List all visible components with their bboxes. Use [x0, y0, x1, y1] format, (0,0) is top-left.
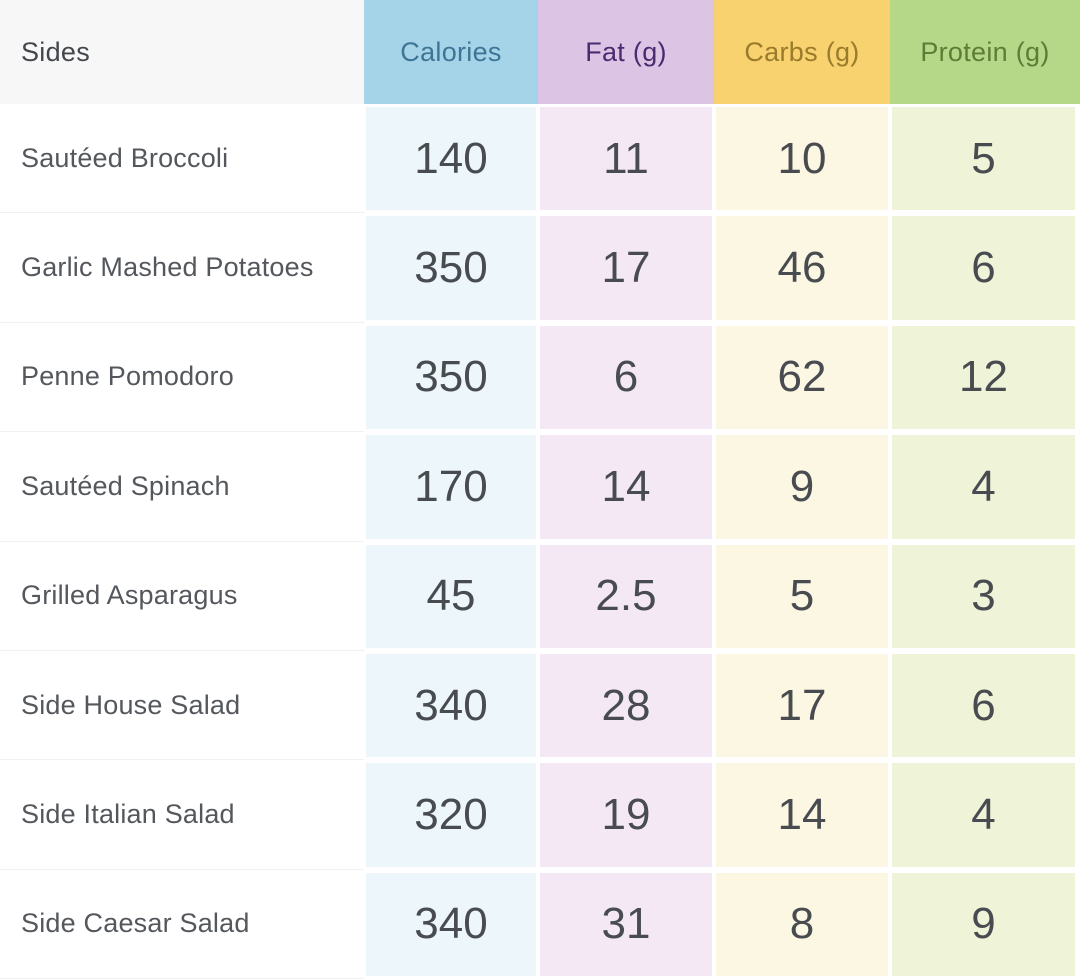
cell-protein: 5 [890, 104, 1080, 214]
column-header-protein: Protein (g) [890, 0, 1080, 104]
cell-fat: 14 [538, 432, 714, 542]
cell-protein: 4 [890, 760, 1080, 870]
cell-fat: 28 [538, 650, 714, 761]
cell-calories: 170 [364, 432, 538, 542]
cell-fat: 19 [538, 760, 714, 870]
row-label: Side Italian Salad [0, 760, 364, 870]
cell-carbs: 10 [714, 104, 890, 214]
cell-carbs: 46 [714, 213, 890, 323]
row-label: Sautéed Spinach [0, 432, 364, 542]
cell-protein: 9 [890, 869, 1080, 979]
cell-calories: 45 [364, 541, 538, 651]
row-label: Side House Salad [0, 650, 364, 761]
cell-carbs: 62 [714, 322, 890, 433]
cell-protein: 4 [890, 432, 1080, 542]
cell-calories: 350 [364, 322, 538, 433]
cell-calories: 340 [364, 869, 538, 979]
cell-protein: 12 [890, 322, 1080, 433]
row-label: Penne Pomodoro [0, 322, 364, 433]
cell-fat: 11 [538, 104, 714, 214]
cell-protein: 6 [890, 213, 1080, 323]
cell-calories: 320 [364, 760, 538, 870]
cell-protein: 6 [890, 650, 1080, 761]
cell-carbs: 14 [714, 760, 890, 870]
cell-carbs: 5 [714, 541, 890, 651]
column-header-carbs: Carbs (g) [714, 0, 890, 104]
cell-calories: 340 [364, 650, 538, 761]
row-label: Grilled Asparagus [0, 541, 364, 651]
cell-fat: 6 [538, 322, 714, 433]
cell-calories: 350 [364, 213, 538, 323]
column-header-sides: Sides [0, 0, 364, 104]
cell-fat: 31 [538, 869, 714, 979]
cell-protein: 3 [890, 541, 1080, 651]
column-header-fat: Fat (g) [538, 0, 714, 104]
row-label: Garlic Mashed Potatoes [0, 213, 364, 323]
row-label: Side Caesar Salad [0, 869, 364, 979]
cell-carbs: 8 [714, 869, 890, 979]
cell-calories: 140 [364, 104, 538, 214]
cell-carbs: 9 [714, 432, 890, 542]
column-header-calories: Calories [364, 0, 538, 104]
cell-carbs: 17 [714, 650, 890, 761]
row-label: Sautéed Broccoli [0, 104, 364, 214]
cell-fat: 17 [538, 213, 714, 323]
cell-fat: 2.5 [538, 541, 714, 651]
